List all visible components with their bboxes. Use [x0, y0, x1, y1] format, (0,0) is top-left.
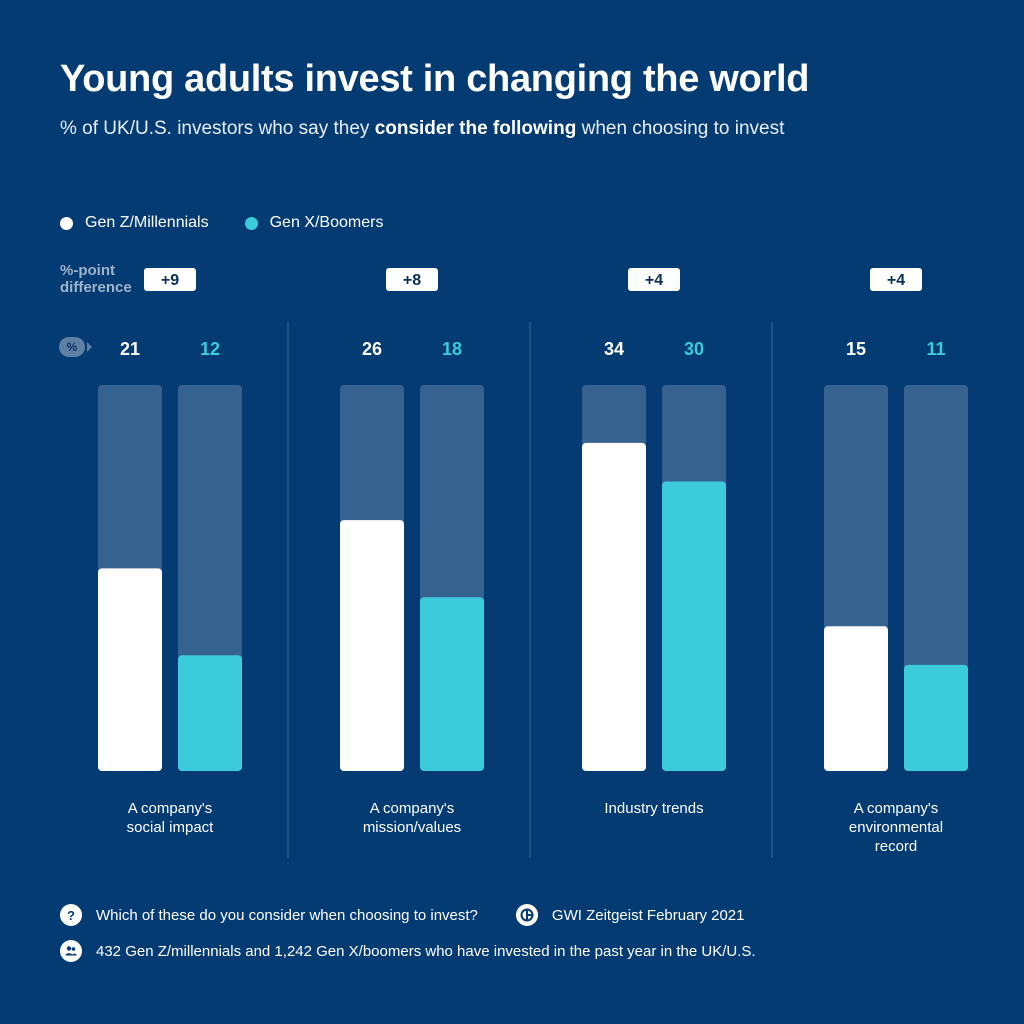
question-icon: ? [60, 904, 82, 926]
gwi-logo-icon [515, 904, 538, 926]
difference-value: +8 [403, 272, 421, 289]
subtitle-text-end: when choosing to invest [576, 118, 785, 139]
legend: Gen Z/Millennials Gen X/Boomers [60, 214, 383, 232]
difference-label-line2: difference [60, 279, 132, 296]
legend-label-gen-x: Gen X/Boomers [269, 214, 384, 231]
difference-label-line1: %-point [60, 262, 115, 279]
subtitle-bold-text: consider the following [374, 118, 577, 139]
value-label-gen-z: 34 [604, 339, 624, 359]
bar-gen-z [824, 626, 888, 771]
footer-sample: 432 Gen Z/millennials and 1,242 Gen X/bo… [96, 942, 756, 960]
value-label-gen-z: 21 [120, 339, 140, 359]
difference-pill [628, 268, 680, 291]
value-label-gen-z: 15 [846, 339, 866, 359]
value-label-gen-z: 26 [362, 339, 382, 359]
people-icon [60, 940, 82, 962]
legend-item-gen-z: Gen Z/Millennials [60, 214, 209, 232]
legend-dot-gen-z [60, 216, 73, 230]
bar-gen-x [420, 597, 484, 771]
category-label: record [875, 838, 918, 855]
value-label-gen-x: 11 [926, 339, 945, 359]
bar-gen-x [178, 655, 242, 771]
footer-question: Which of these do you consider when choo… [96, 906, 478, 924]
category-label: A company's [370, 800, 455, 817]
chart-title: Young adults invest in changing the worl… [60, 58, 810, 100]
footer-source: GWI Zeitgeist February 2021 [551, 906, 745, 924]
chart-subtitle: % of UK/U.S. investors who say they cons… [60, 118, 784, 140]
footer-sample-row: 432 Gen Z/millennials and 1,242 Gen X/bo… [60, 940, 756, 962]
value-label-gen-x: 18 [442, 339, 462, 359]
category-label: Industry trends [604, 800, 703, 817]
category-label: social impact [127, 819, 215, 836]
difference-value: +9 [161, 272, 179, 289]
bar-gen-z [98, 568, 162, 771]
subtitle-text-start: % of UK/U.S. investors who say they [60, 118, 375, 139]
value-label-gen-x: 30 [684, 339, 704, 359]
bar-gen-x [662, 481, 726, 771]
category-label: mission/values [363, 819, 461, 836]
bar-gen-x [904, 664, 968, 771]
difference-pill [144, 268, 196, 291]
category-label: A company's [128, 800, 213, 817]
percent-arrow-icon [87, 342, 92, 352]
legend-item-gen-x: Gen X/Boomers [244, 214, 384, 232]
people-graphic [65, 946, 77, 956]
legend-dot-gen-x [244, 216, 258, 230]
footer-question-row: ? Which of these do you consider when ch… [60, 904, 744, 926]
legend-label-gen-z: Gen Z/Millennials [85, 214, 209, 231]
difference-pill [386, 268, 438, 291]
difference-value: +4 [645, 272, 663, 289]
difference-label: %-point difference [60, 262, 132, 296]
difference-pill [870, 268, 922, 291]
value-label-gen-x: 12 [200, 339, 220, 359]
percent-marker: % [59, 337, 85, 357]
difference-value: +4 [887, 272, 905, 289]
category-label: environmental [849, 819, 943, 836]
bar-gen-z [340, 520, 404, 771]
gwi-logo-graphic [520, 908, 534, 922]
category-label: A company's [854, 800, 939, 817]
bar-gen-z [582, 442, 646, 771]
bar-chart: +9 21 12 A company's social impact +8 26 18 A co… [98, 268, 968, 858]
